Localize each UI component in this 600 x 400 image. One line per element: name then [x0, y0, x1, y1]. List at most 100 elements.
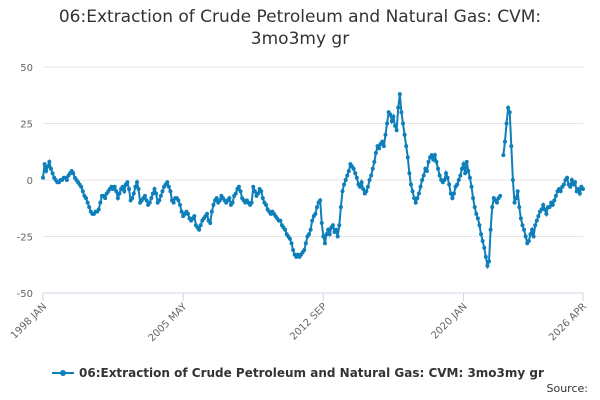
x-tick-label: 2005 MAY: [147, 301, 190, 344]
data-point: [136, 187, 141, 192]
data-point: [342, 182, 347, 187]
data-point: [335, 234, 340, 239]
data-point: [291, 248, 296, 253]
data-point: [518, 216, 523, 221]
data-point: [353, 171, 358, 176]
data-point: [442, 178, 447, 182]
data-point: [47, 159, 52, 164]
data-point: [553, 193, 558, 198]
data-point: [370, 166, 375, 171]
data-point: [479, 232, 484, 237]
data-point: [144, 198, 149, 203]
data-point: [338, 205, 343, 210]
data-point: [547, 205, 552, 210]
data-point: [373, 150, 378, 155]
data-point: [397, 92, 402, 97]
data-point: [507, 110, 512, 115]
data-point: [252, 189, 257, 194]
data-point: [383, 132, 388, 137]
data-point: [45, 164, 50, 169]
data-point: [103, 196, 108, 201]
data-point: [321, 234, 326, 239]
y-tick-label: -25: [17, 233, 33, 244]
data-point: [501, 153, 506, 158]
data-point: [87, 205, 92, 210]
data-point: [558, 189, 563, 194]
data-point: [283, 227, 288, 232]
data-point: [471, 196, 476, 201]
data-point: [260, 196, 265, 201]
data-point: [209, 209, 214, 214]
y-tick-label: -50: [17, 289, 33, 300]
data-point: [147, 200, 152, 205]
data-point: [402, 132, 407, 137]
x-tick-label: 2026 APR: [547, 301, 589, 343]
data-point: [322, 241, 327, 246]
data-point: [410, 189, 415, 194]
data-point: [424, 168, 429, 173]
data-point: [380, 139, 385, 144]
data-point: [552, 198, 557, 203]
data-point: [289, 241, 294, 246]
data-point: [581, 187, 585, 192]
data-point: [71, 171, 76, 176]
data-point: [444, 171, 449, 176]
data-point: [467, 175, 472, 180]
data-point: [340, 189, 345, 194]
data-point: [230, 200, 235, 205]
data-point: [149, 196, 154, 201]
y-tick-label: 25: [20, 120, 33, 131]
data-point: [345, 173, 350, 178]
data-point: [394, 128, 399, 133]
data-point: [401, 121, 405, 126]
data-point: [458, 173, 463, 178]
data-point: [520, 223, 525, 228]
y-tick-label: 50: [20, 63, 33, 74]
data-point: [122, 189, 127, 194]
data-point: [534, 218, 539, 223]
data-point: [415, 196, 420, 201]
data-point: [179, 209, 184, 214]
data-point: [259, 189, 264, 194]
data-point: [354, 175, 359, 180]
data-point: [530, 227, 535, 232]
data-point: [463, 171, 468, 176]
data-point: [327, 232, 332, 237]
data-point: [324, 232, 329, 237]
data-point: [318, 198, 323, 203]
data-point: [533, 223, 538, 228]
data-point: [561, 182, 566, 187]
data-point: [115, 196, 120, 201]
data-point: [494, 200, 499, 205]
data-point: [171, 200, 176, 205]
data-point: [385, 121, 390, 126]
data-point: [431, 157, 436, 162]
data-point: [236, 184, 241, 189]
data-point: [577, 191, 582, 196]
data-point: [514, 196, 519, 201]
data-point: [408, 182, 413, 187]
data-point: [80, 189, 85, 194]
data-point: [134, 180, 139, 185]
data-point: [407, 171, 412, 176]
data-point: [165, 180, 170, 185]
data-point: [233, 191, 238, 196]
data-point: [127, 187, 132, 192]
data-point: [434, 159, 439, 164]
data-point: [381, 144, 386, 149]
data-point: [539, 207, 544, 212]
data-point: [326, 227, 331, 232]
data-point: [313, 211, 318, 216]
data-point: [541, 202, 546, 207]
data-point: [192, 214, 197, 219]
data-point: [365, 184, 370, 189]
data-point: [522, 227, 527, 232]
data-point: [482, 245, 487, 250]
data-point: [197, 227, 202, 232]
data-point: [448, 191, 453, 196]
data-point: [249, 200, 254, 205]
data-point: [475, 216, 480, 221]
data-point: [528, 232, 533, 237]
data-point: [456, 178, 461, 182]
data-point: [506, 105, 511, 110]
